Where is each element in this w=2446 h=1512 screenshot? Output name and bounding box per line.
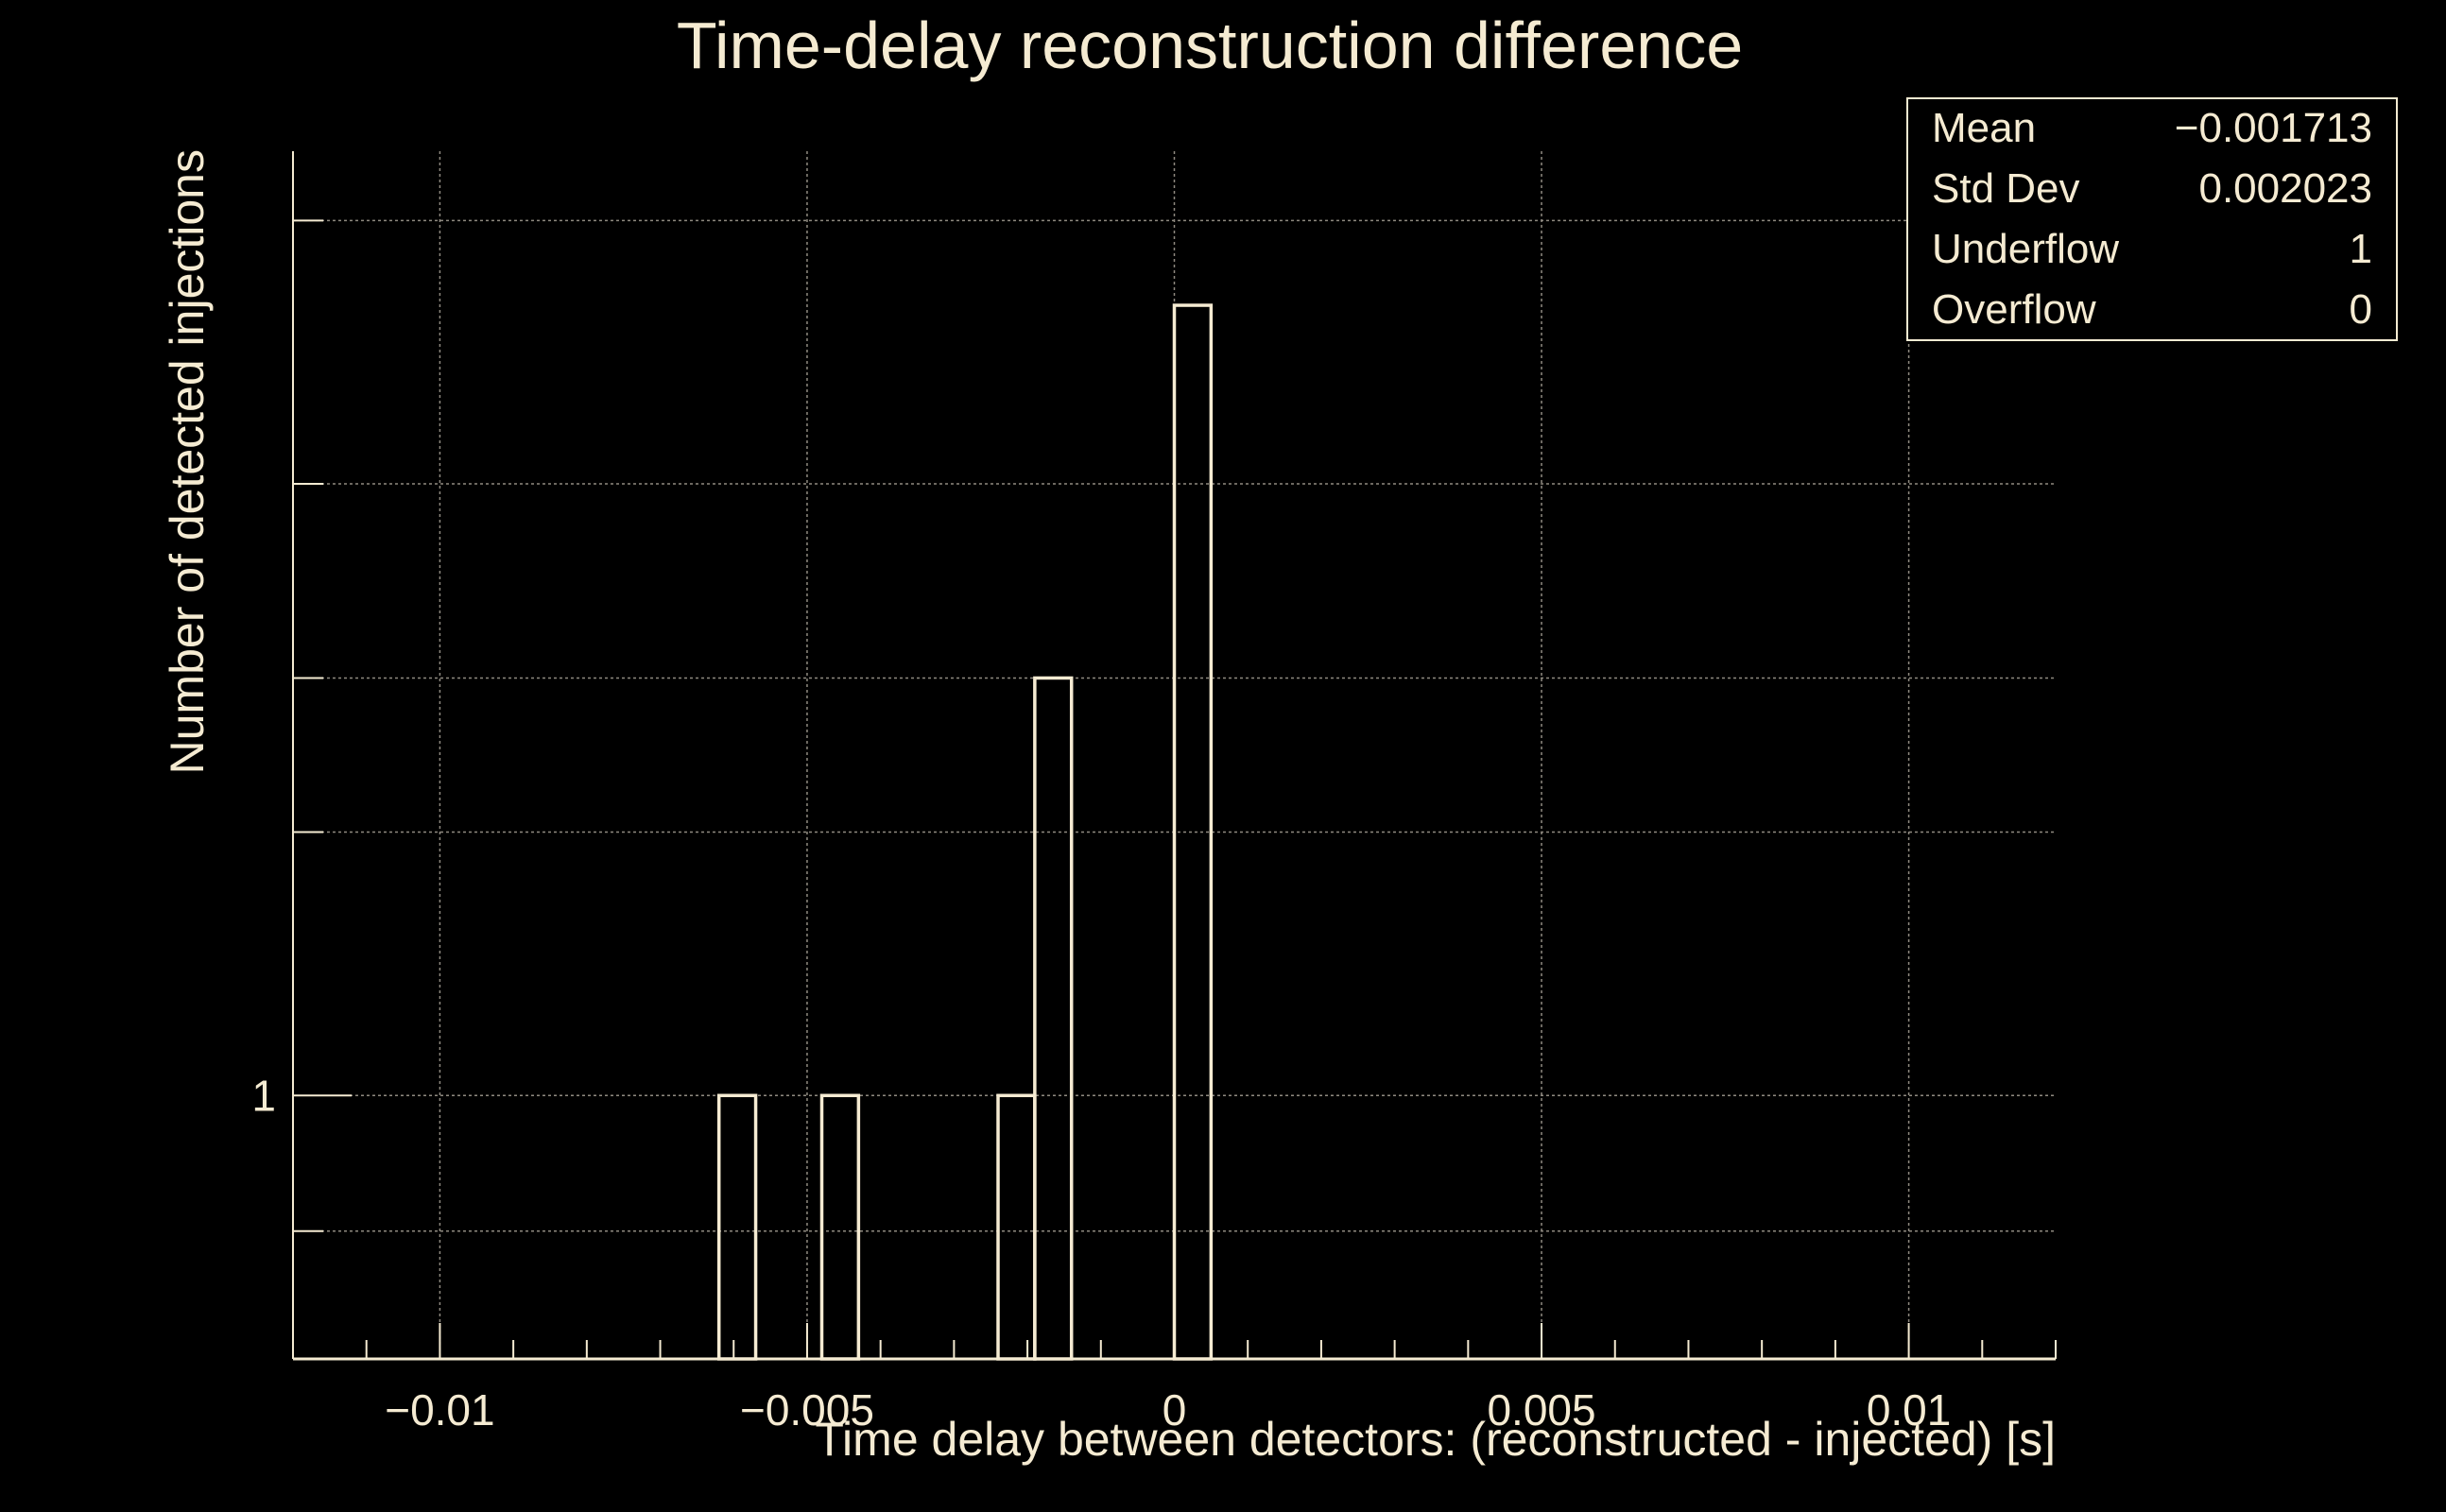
stats-rows: Mean −0.001713 Std Dev 0.002023 Underflow 1 Ov… — [1932, 105, 2372, 333]
x-tick-label-4: 0.01 — [1867, 1385, 1952, 1435]
y-tick-label-0: 1 — [251, 1071, 276, 1120]
x-tick-label-0: −0.01 — [385, 1385, 494, 1435]
stat-value-0: −0.001713 — [2175, 105, 2372, 151]
histogram-bin-1 — [819, 1093, 861, 1361]
stat-name-0: Mean — [1932, 105, 2036, 151]
histogram-bin-2 — [996, 1093, 1037, 1361]
stat-value-2: 1 — [2350, 226, 2372, 272]
chart-title: Time-delay reconstruction difference — [677, 9, 1743, 82]
y-axis-label: Number of detected injections — [161, 149, 214, 774]
stats-box: Mean −0.001713 Std Dev 0.002023 Underflow 1 Ov… — [1906, 97, 2398, 341]
stat-value-1: 0.002023 — [2198, 165, 2372, 212]
histogram-bin-0 — [716, 1093, 758, 1361]
x-tick-label-2: 0 — [1163, 1385, 1187, 1435]
stat-value-3: 0 — [2350, 286, 2372, 333]
x-axis-label: Time delay between detectors: (reconstru… — [815, 1413, 2056, 1466]
stat-name-3: Overflow — [1932, 286, 2096, 333]
x-tick-label-1: −0.005 — [740, 1385, 874, 1435]
stat-name-1: Std Dev — [1932, 165, 2080, 212]
axes: −0.01 −0.005 0 0.005 0.01 1 — [251, 151, 2057, 1435]
x-tick-label-3: 0.005 — [1487, 1385, 1595, 1435]
stat-name-2: Underflow — [1932, 226, 2119, 272]
histogram-bin-3 — [1033, 676, 1074, 1361]
stats-box-frame — [1906, 97, 2398, 341]
